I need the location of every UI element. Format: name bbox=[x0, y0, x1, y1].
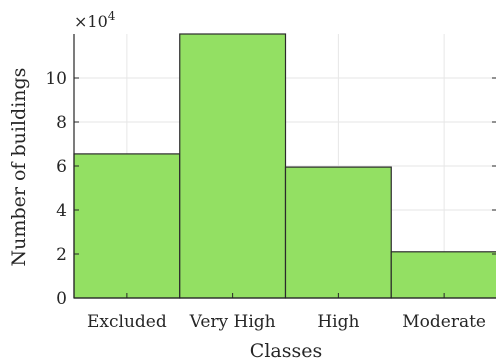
bar-high bbox=[284, 166, 392, 299]
tick-labels: 0 2 4 6 8 10 Excluded Very High High Moderate bbox=[45, 69, 486, 332]
x-axis-title: Classes bbox=[250, 340, 322, 362]
y-tick-label: 10 bbox=[45, 69, 67, 89]
x-tick-label: Excluded bbox=[87, 312, 167, 332]
y-axis-title: Number of buildings bbox=[8, 68, 30, 267]
y-tick-label: 2 bbox=[56, 245, 67, 265]
x-tick-label: High bbox=[317, 312, 359, 332]
y-multiplier-label: ×104 bbox=[74, 9, 116, 31]
y-tick-label: 4 bbox=[56, 201, 67, 221]
bar-moderate bbox=[390, 251, 496, 299]
axes bbox=[73, 34, 496, 299]
bar-excluded bbox=[73, 153, 181, 299]
x-tick-label: Very High bbox=[189, 312, 276, 332]
y-tick-label: 0 bbox=[56, 289, 67, 309]
y-tick-label: 8 bbox=[56, 113, 67, 133]
y-tick-label: 6 bbox=[56, 157, 67, 177]
bar-very-high bbox=[179, 33, 287, 299]
x-tick-label: Moderate bbox=[402, 312, 486, 332]
y-multiplier-exponent: 4 bbox=[108, 9, 116, 23]
